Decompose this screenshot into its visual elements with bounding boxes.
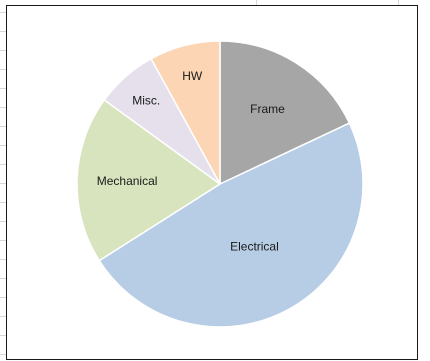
slice-label-hw: HW <box>182 69 203 83</box>
slice-label-mechanical: Mechanical <box>97 174 158 188</box>
column-gridline <box>398 0 399 5</box>
row-gridline <box>0 335 6 336</box>
row-gridline <box>0 183 6 184</box>
row-gridline <box>0 297 6 298</box>
row-gridline <box>0 164 6 165</box>
slice-label-misc: Misc. <box>132 93 160 107</box>
pie-slice-electrical[interactable] <box>98 122 364 328</box>
row-gridline <box>0 31 6 32</box>
slice-label-frame: Frame <box>250 102 285 116</box>
row-gridline <box>0 50 6 51</box>
row-gridline <box>0 316 6 317</box>
row-gridline <box>0 202 6 203</box>
row-gridline <box>0 354 6 355</box>
row-gridline <box>0 69 6 70</box>
row-gridline <box>0 278 6 279</box>
row-gridline <box>0 107 6 108</box>
row-gridline <box>0 12 6 13</box>
row-gridline <box>0 145 6 146</box>
row-gridline <box>0 221 6 222</box>
row-gridline <box>0 126 6 127</box>
pie-slice-hw[interactable] <box>150 40 221 185</box>
pie-chart: Frame Electrical Mechanical Misc. HW <box>76 40 364 328</box>
chart-area[interactable]: Frame Electrical Mechanical Misc. HW <box>6 5 418 360</box>
pie-slice-mechanical[interactable] <box>76 98 222 262</box>
row-gridline <box>0 240 6 241</box>
column-gridline <box>256 0 257 5</box>
row-gridline <box>0 259 6 260</box>
slice-label-electrical: Electrical <box>230 240 279 254</box>
pie-slice-frame[interactable] <box>219 40 351 186</box>
row-gridline <box>0 88 6 89</box>
